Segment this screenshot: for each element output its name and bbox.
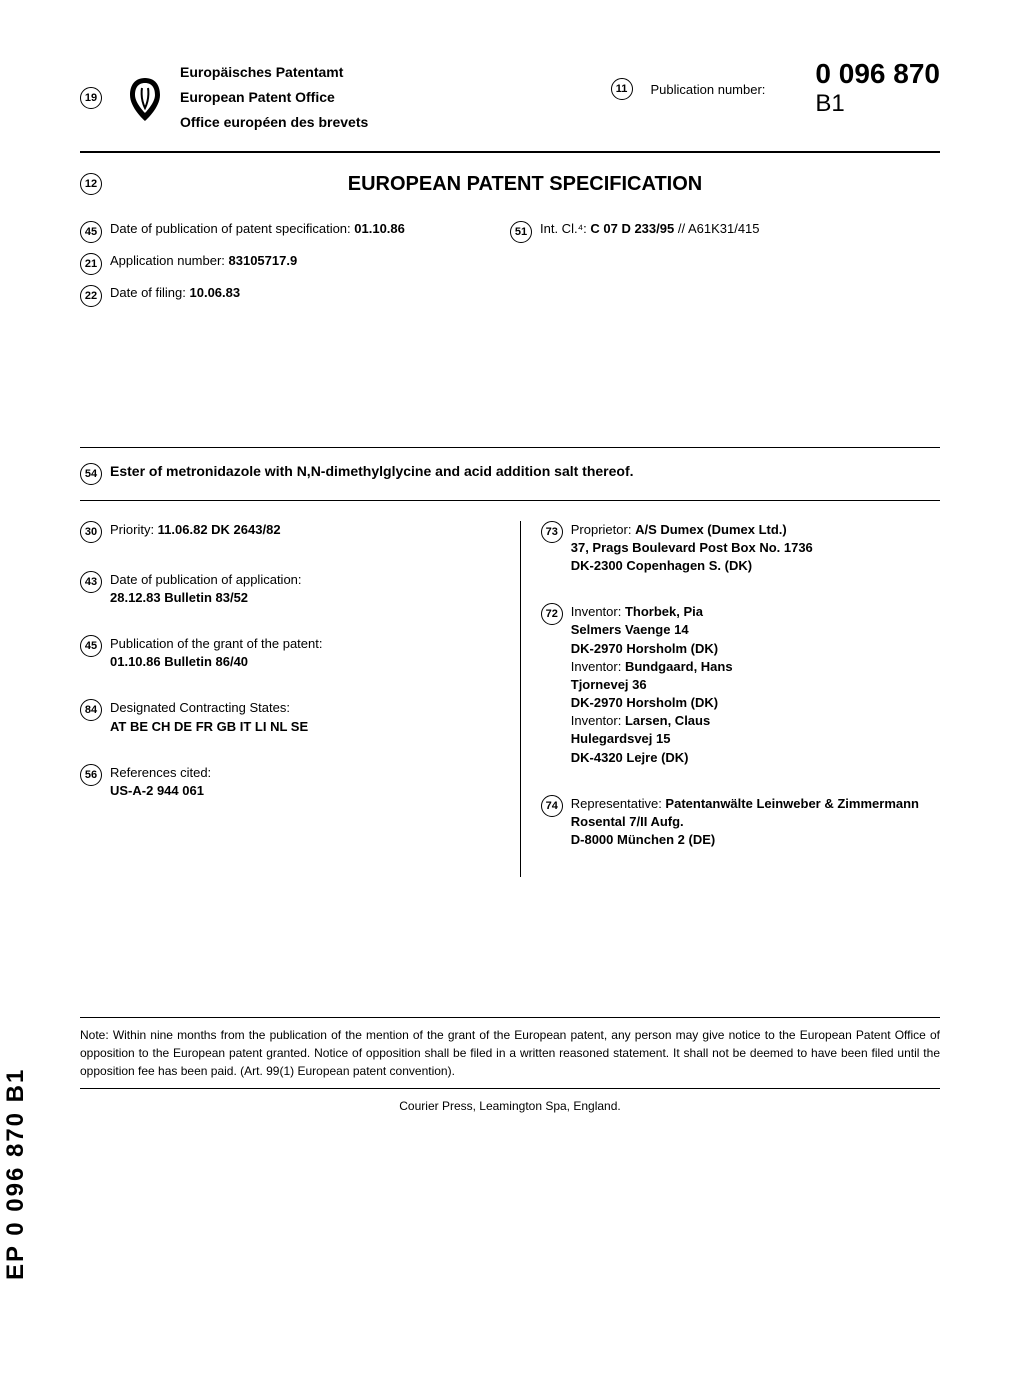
bottom-divider-1: [80, 1017, 940, 1018]
circled-45: 45: [80, 221, 102, 243]
logo-section: 19 Europäisches Patentamt European Paten…: [80, 60, 368, 136]
pub-app-value: 28.12.83 Bulletin 83/52: [110, 589, 302, 607]
circled-74: 74: [541, 795, 563, 817]
proprietor-name: A/S Dumex (Dumex Ltd.): [635, 522, 787, 537]
circled-73: 73: [541, 521, 563, 543]
inventor1-addr1: Selmers Vaenge 14: [571, 621, 733, 639]
priority-block: 30 Priority: 11.06.82 DK 2643/82: [80, 521, 500, 543]
grant-label: Publication of the grant of the patent:: [110, 635, 322, 653]
header-section: 19 Europäisches Patentamt European Paten…: [80, 60, 940, 136]
representative-block: 74 Representative: Patentanwälte Leinweb…: [541, 795, 940, 850]
proprietor-addr2: DK-2300 Copenhagen S. (DK): [571, 557, 813, 575]
publication-label: Publication number:: [651, 82, 766, 97]
refs-value: US-A-2 944 061: [110, 782, 211, 800]
inventor2-name: Bundgaard, Hans: [625, 659, 733, 674]
pub-app-block: 43 Date of publication of application: 2…: [80, 571, 500, 607]
inventor2-addr2: DK-2970 Horsholm (DK): [571, 694, 733, 712]
circled-54: 54: [80, 463, 102, 485]
meta-row-3: 22 Date of filing: 10.06.83: [80, 285, 940, 307]
invention-title: Ester of metronidazole with N,N-dimethyl…: [110, 463, 634, 479]
publication-section: 11 Publication number: 0 096 870 B1: [611, 60, 940, 118]
inventors-block: 72 Inventor: Thorbek, Pia Selmers Vaenge…: [541, 603, 940, 767]
circled-22: 22: [80, 285, 102, 307]
inventor1-label: Inventor:: [571, 604, 625, 619]
app-number: Application number: 83105717.9: [110, 253, 297, 268]
proprietor-block: 73 Proprietor: A/S Dumex (Dumex Ltd.) 37…: [541, 521, 940, 576]
publication-suffix: B1: [815, 90, 940, 118]
representative-name: Patentanwälte Leinweber & Zimmermann: [665, 796, 919, 811]
circled-84: 84: [80, 699, 102, 721]
office-name-en: European Patent Office: [180, 85, 368, 110]
filing-date: Date of filing: 10.06.83: [110, 285, 240, 300]
main-divider-2: [80, 500, 940, 501]
states-value: AT BE CH DE FR GB IT LI NL SE: [110, 718, 308, 736]
meta-row-1: 45 Date of publication of patent specifi…: [80, 221, 940, 243]
side-label: EP 0 096 870 B1: [2, 1068, 30, 1280]
circled-72: 72: [541, 603, 563, 625]
footer-text: Courier Press, Leamington Spa, England.: [80, 1099, 940, 1113]
proprietor-addr1: 37, Prags Boulevard Post Box No. 1736: [571, 539, 813, 557]
bottom-divider-2: [80, 1088, 940, 1089]
office-names: Europäisches Patentamt European Patent O…: [180, 60, 368, 136]
proprietor-label: Proprietor:: [571, 522, 635, 537]
grant-block: 45 Publication of the grant of the paten…: [80, 635, 500, 671]
circled-51: 51: [510, 221, 532, 243]
circled-30: 30: [80, 521, 102, 543]
epo-logo: [120, 73, 170, 123]
left-column: 30 Priority: 11.06.82 DK 2643/82 43 Date…: [80, 521, 500, 878]
office-name-fr: Office européen des brevets: [180, 110, 368, 135]
right-column: 73 Proprietor: A/S Dumex (Dumex Ltd.) 37…: [520, 521, 940, 878]
office-name-de: Europäisches Patentamt: [180, 60, 368, 85]
circled-56: 56: [80, 764, 102, 786]
inventor1-addr2: DK-2970 Horsholm (DK): [571, 640, 733, 658]
refs-block: 56 References cited: US-A-2 944 061: [80, 764, 500, 800]
inventor1-name: Thorbek, Pia: [625, 604, 703, 619]
header-divider: [80, 151, 940, 153]
grant-value: 01.10.86 Bulletin 86/40: [110, 653, 322, 671]
meta-row-2: 21 Application number: 83105717.9: [80, 253, 940, 275]
priority-value: 11.06.82 DK 2643/82: [158, 522, 281, 537]
title-row: 12 EUROPEAN PATENT SPECIFICATION: [80, 173, 940, 196]
inventor3-name: Larsen, Claus: [625, 713, 710, 728]
date-pub-spec: Date of publication of patent specificat…: [110, 221, 405, 236]
representative-addr1: Rosental 7/II Aufg.: [571, 813, 919, 831]
inventor3-addr1: Hulegardsvej 15: [571, 730, 733, 748]
invention-title-row: 54 Ester of metronidazole with N,N-dimet…: [80, 463, 940, 485]
inventor3-label: Inventor:: [571, 713, 625, 728]
int-cl: Int. Cl.⁴: C 07 D 233/95 // A61K31/415: [540, 221, 760, 236]
circled-11: 11: [611, 78, 633, 100]
inventor2-addr1: Tjornevej 36: [571, 676, 733, 694]
opposition-note: Note: Within nine months from the public…: [80, 1026, 940, 1080]
representative-addr2: D-8000 München 2 (DE): [571, 831, 919, 849]
circled-43: 43: [80, 571, 102, 593]
representative-label: Representative:: [571, 796, 666, 811]
circled-12: 12: [80, 173, 102, 195]
publication-number: 0 096 870: [815, 58, 940, 89]
inventor2-label: Inventor:: [571, 659, 625, 674]
refs-label: References cited:: [110, 764, 211, 782]
inventor3-addr2: DK-4320 Lejre (DK): [571, 749, 733, 767]
circled-21: 21: [80, 253, 102, 275]
main-divider-1: [80, 447, 940, 448]
specification-title: EUROPEAN PATENT SPECIFICATION: [348, 173, 702, 196]
states-label: Designated Contracting States:: [110, 699, 308, 717]
circled-19: 19: [80, 87, 102, 109]
two-column-section: 30 Priority: 11.06.82 DK 2643/82 43 Date…: [80, 521, 940, 878]
states-block: 84 Designated Contracting States: AT BE …: [80, 699, 500, 735]
priority-label: Priority:: [110, 522, 158, 537]
pub-app-label: Date of publication of application:: [110, 571, 302, 589]
circled-45b: 45: [80, 635, 102, 657]
